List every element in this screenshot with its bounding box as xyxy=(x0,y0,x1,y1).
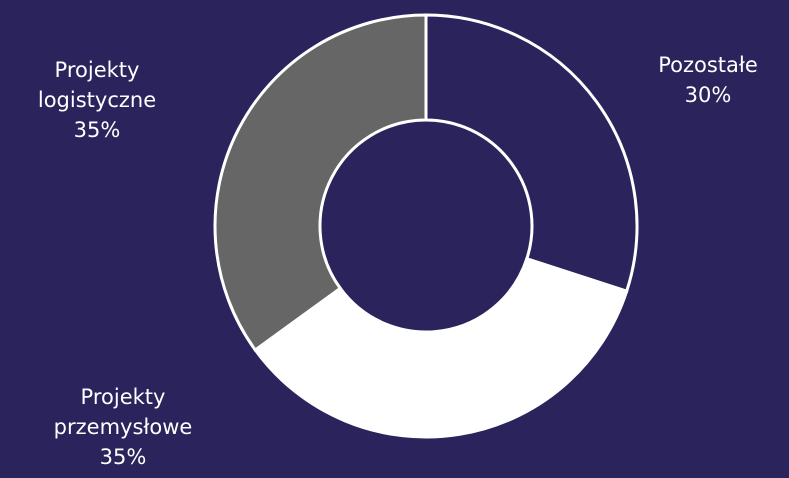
slice-projekty-logistyczne xyxy=(213,13,428,353)
slice-label-line: Projekty xyxy=(81,385,166,409)
slice-label-line: 35% xyxy=(74,118,121,142)
slice-pozostałe xyxy=(424,13,639,294)
slice-label-line: 30% xyxy=(685,83,732,107)
slice-label: Projekty przemysłowe 35% xyxy=(54,385,193,469)
slice-label-line: Projekty xyxy=(55,58,140,82)
slice-label-line: 35% xyxy=(100,445,147,469)
slice-label: Projekty logistyczne 35% xyxy=(38,58,156,142)
donut-slices xyxy=(213,13,639,439)
slice-labels: Pozostałe 30%Projekty przemysłowe 35%Projek… xyxy=(38,53,758,469)
slice-label-line: Pozostałe xyxy=(658,53,758,77)
slice-projekty-przemysłowe xyxy=(253,256,629,439)
slice-label-line: logistyczne xyxy=(38,88,156,112)
slice-label-line: przemysłowe xyxy=(54,415,193,439)
slice-label: Pozostałe 30% xyxy=(658,53,758,107)
